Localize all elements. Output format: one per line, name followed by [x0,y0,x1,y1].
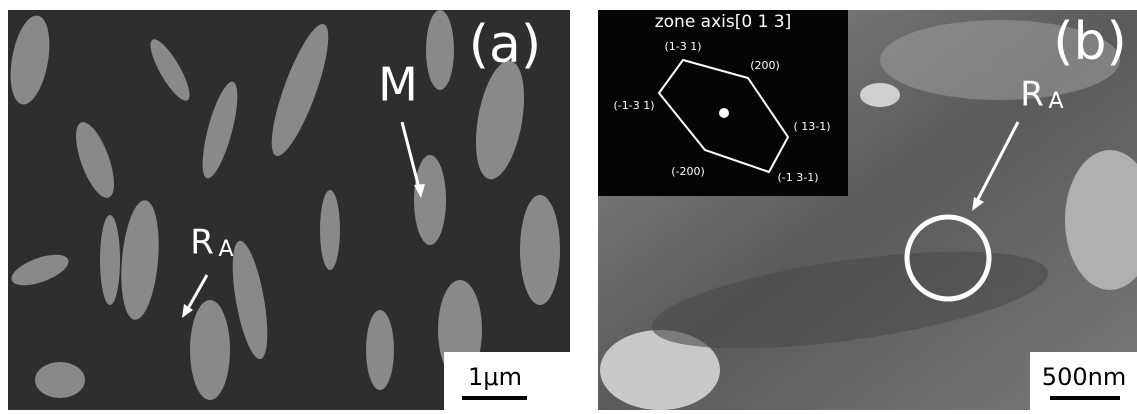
phase-label: R [190,223,214,263]
panel-b: zone axis[0 1 3] (1-3 1) (200) (-1-3 1) … [598,10,1137,412]
panel-label: (b) [1053,12,1127,72]
inset-title: zone axis[0 1 3] [655,12,792,32]
central-spot [719,108,729,118]
spot-label: (1-3 1) [664,40,701,53]
panel-a: (a) M R A 1μm [4,10,570,412]
spot-label: (200) [750,59,780,72]
figure: (a) M R A 1μm zone axis[0 1 3] (1-3 1) (… [0,0,1137,414]
scale-label: 1μm [468,363,522,391]
spot-label: (-200) [671,165,705,178]
phase-subscript: A [1048,89,1063,114]
phase-label: M [378,58,418,112]
panel-label: (a) [469,15,541,75]
spot-label: (-1-3 1) [613,99,654,112]
spot-label: ( 13-1) [793,120,830,133]
scale-label: 500nm [1042,363,1126,391]
phase-subscript: A [218,237,233,262]
spot-label: (-1 3-1) [777,171,818,184]
phase-label: R [1020,75,1044,115]
